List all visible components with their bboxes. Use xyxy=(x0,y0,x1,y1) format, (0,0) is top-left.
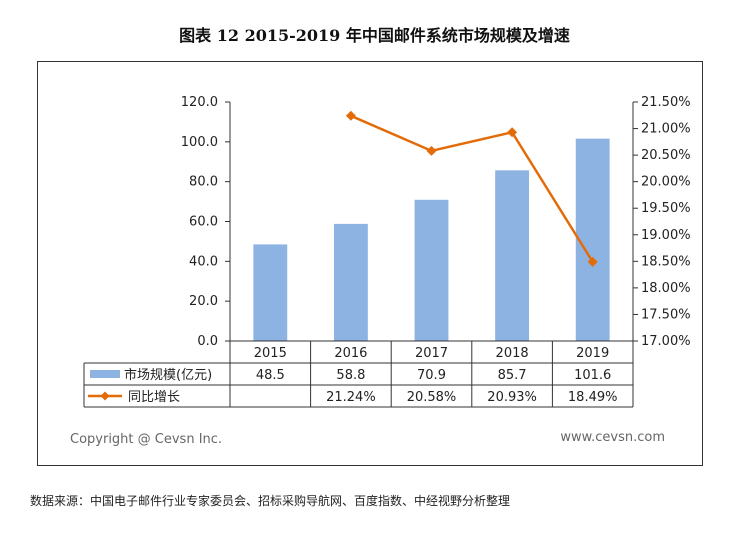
bar-2018 xyxy=(495,170,530,341)
axes xyxy=(229,102,634,407)
category-label: 2018 xyxy=(496,346,529,361)
right-tick-label: 20.00% xyxy=(641,175,691,190)
legend-line-marker xyxy=(100,391,110,401)
data-table: 2015 2016 2017 2018 2019 市场规模(亿元) 48.5 58.8 70.9… xyxy=(83,340,633,408)
bar-value-label: 101.6 xyxy=(574,368,611,383)
growth-point-2016 xyxy=(345,110,356,121)
left-tick-label: 20.0 xyxy=(189,294,218,309)
growth-line xyxy=(350,114,594,263)
category-label: 2019 xyxy=(576,346,609,361)
left-tick-label: 0.0 xyxy=(197,334,218,349)
bar-value-label: 85.7 xyxy=(498,368,527,383)
right-tick-label: 17.50% xyxy=(641,307,691,322)
category-label: 2015 xyxy=(254,346,287,361)
right-tick-label: 18.00% xyxy=(641,281,691,296)
category-label: 2017 xyxy=(415,346,448,361)
copyright-text: Copyright @ Cevsn Inc. xyxy=(70,432,223,447)
chart-frame: 0.0 20.0 40.0 60.0 80.0 100.0 120.0 17.00% 17.5… xyxy=(37,61,703,466)
bar-value-label: 58.8 xyxy=(336,368,365,383)
legend-line-label: 同比增长 xyxy=(128,390,180,405)
left-tick-label: 80.0 xyxy=(189,175,218,190)
right-tick-label: 19.00% xyxy=(641,228,691,243)
bar-value-label: 70.9 xyxy=(417,368,446,383)
line-series xyxy=(345,110,598,267)
right-axis-ticks: 17.00% 17.50% 18.00% 18.50% 19.00% 19.50% 20.0… xyxy=(633,95,691,349)
growth-point-2018 xyxy=(507,127,518,138)
growth-point-2019 xyxy=(587,256,598,267)
growth-value-label: 20.58% xyxy=(407,390,457,405)
bar-value-label: 48.5 xyxy=(256,368,285,383)
category-label: 2016 xyxy=(334,346,367,361)
growth-value-label: 18.49% xyxy=(568,390,618,405)
chart-title: 图表 12 2015-2019 年中国邮件系统市场规模及增速 xyxy=(179,26,570,45)
right-tick-label: 19.50% xyxy=(641,201,691,216)
left-tick-label: 120.0 xyxy=(181,95,218,110)
bar-2016 xyxy=(333,223,368,341)
growth-point-2017 xyxy=(426,145,437,156)
left-tick-label: 60.0 xyxy=(189,215,218,230)
bar-2019 xyxy=(575,138,610,341)
right-tick-label: 18.50% xyxy=(641,254,691,269)
legend-bar-label: 市场规模(亿元) xyxy=(124,367,212,383)
right-tick-label: 21.50% xyxy=(641,95,691,110)
growth-value-label: 20.93% xyxy=(487,390,537,405)
legend-bar-swatch xyxy=(90,370,120,378)
chart-plot: 0.0 20.0 40.0 60.0 80.0 100.0 120.0 17.00% 17.5… xyxy=(83,95,691,408)
website-text: www.cevsn.com xyxy=(560,430,665,445)
source-note: 数据来源：中国电子邮件行业专家委员会、招标采购导航网、百度指数、中经视野分析整理 xyxy=(30,494,511,508)
left-tick-label: 100.0 xyxy=(181,135,218,150)
right-tick-label: 17.00% xyxy=(641,334,691,349)
bar-series xyxy=(253,138,610,341)
growth-value-label: 21.24% xyxy=(326,390,376,405)
right-tick-label: 20.50% xyxy=(641,148,691,163)
right-tick-label: 21.00% xyxy=(641,122,691,137)
left-axis-ticks: 0.0 20.0 40.0 60.0 80.0 100.0 120.0 xyxy=(181,95,230,349)
bar-2017 xyxy=(414,199,449,341)
left-tick-label: 40.0 xyxy=(189,254,218,269)
bar-2015 xyxy=(253,244,288,341)
